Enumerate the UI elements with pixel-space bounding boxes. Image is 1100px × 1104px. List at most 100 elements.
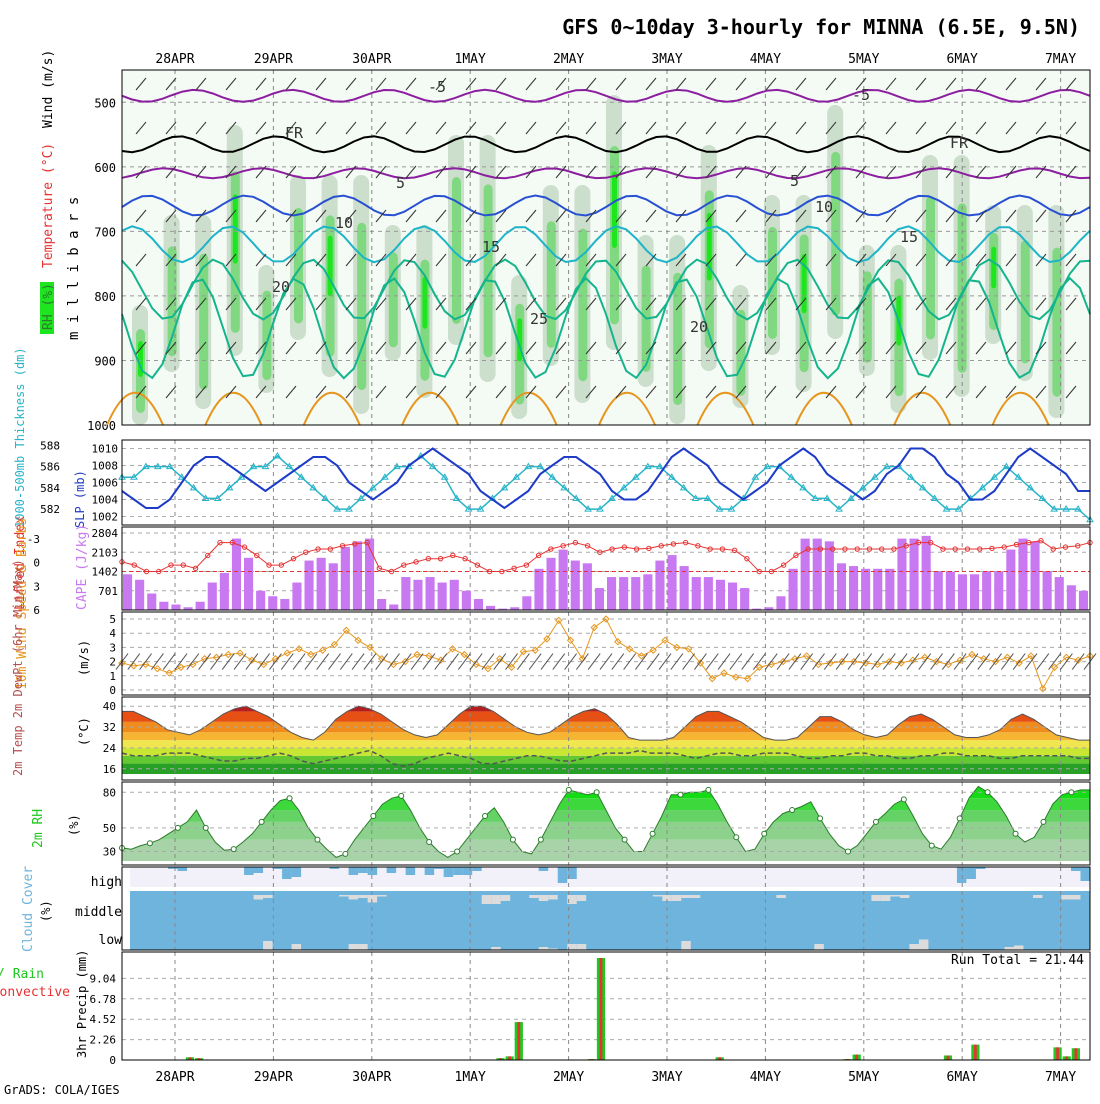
- wind-barb: [945, 209, 957, 223]
- wind-barb: [675, 385, 687, 399]
- wind-barb: [165, 341, 177, 355]
- temp-band: [122, 755, 1090, 764]
- middle-cloud-bar: [377, 895, 387, 897]
- lifted-index-point: [474, 562, 481, 568]
- low-cloud-bar: [681, 941, 691, 950]
- wind-barb: [292, 653, 306, 670]
- wind-barb: [465, 341, 477, 355]
- wind-barb: [135, 297, 147, 311]
- low-cloud-bar: [1013, 945, 1024, 950]
- wind-speed-point: [484, 664, 492, 673]
- wind-barb: [906, 653, 920, 670]
- cape-bar: [776, 596, 786, 610]
- thickness-point: [512, 473, 521, 480]
- slp-tick-label: 1006: [92, 477, 119, 490]
- thickness-point: [799, 483, 808, 491]
- lifted-index-point: [1026, 539, 1032, 546]
- wind-barb: [525, 253, 537, 267]
- panel-frame: [121, 526, 1091, 611]
- wind-speed-point: [1062, 653, 1071, 662]
- wind-barb: [405, 121, 417, 135]
- wind-barb: [915, 77, 927, 91]
- wind-speed-point: [566, 636, 575, 645]
- high-cloud-bar: [1080, 867, 1090, 881]
- wind-barb: [405, 385, 417, 399]
- wind-barb: [945, 165, 957, 179]
- precip-conv-bar: [855, 1054, 859, 1060]
- cape-bar: [340, 546, 350, 610]
- wind-barb: [285, 341, 297, 355]
- wind-barb: [225, 297, 237, 311]
- rh-plume-bright: [612, 171, 617, 248]
- wind-barb: [823, 653, 837, 670]
- wind-tick-label: 4: [109, 627, 116, 640]
- rh-point: [426, 839, 433, 846]
- lifted-index-point: [756, 568, 762, 575]
- thickness-point: [1026, 483, 1035, 491]
- wind-barb: [195, 253, 207, 267]
- high-cloud-bar: [472, 867, 482, 871]
- thickness-tick-label: 588: [40, 439, 60, 452]
- wind-barb: [855, 341, 867, 355]
- cape-bar: [897, 538, 907, 610]
- rh-plume-green: [357, 222, 367, 391]
- thickness-point: [715, 505, 724, 512]
- top-date-label: 4MAY: [750, 52, 781, 67]
- low-cloud-bar: [567, 944, 577, 950]
- wind-barb: [894, 653, 908, 670]
- rh-point: [1012, 830, 1019, 837]
- wind-barb: [525, 297, 537, 311]
- high-cloud-bar: [253, 867, 264, 873]
- lifted-index-point: [682, 539, 689, 546]
- wind-barb: [495, 297, 507, 311]
- lifted-index-point: [903, 543, 909, 549]
- wind-barb: [705, 297, 717, 311]
- lifted-index-point: [413, 559, 419, 565]
- wind-barb: [280, 653, 294, 670]
- wind-speed-point: [991, 657, 1000, 666]
- wind-barb: [195, 121, 207, 135]
- wind-barb: [221, 653, 235, 670]
- wind-barb: [495, 341, 507, 355]
- cape-bar: [123, 574, 133, 610]
- wind-barb: [225, 209, 237, 223]
- rh-outline: [121, 785, 1091, 866]
- wind-barb: [615, 385, 627, 399]
- precip-conv-bar: [1056, 1047, 1059, 1060]
- rh-point: [928, 842, 935, 849]
- wind-barb: [345, 253, 357, 267]
- lifted-index-point: [548, 546, 554, 552]
- thickness-point: [1050, 505, 1059, 512]
- wind-barb: [345, 121, 357, 135]
- wind-speed-point: [696, 659, 705, 667]
- wind-barb: [885, 253, 897, 267]
- middle-cloud-bar: [871, 895, 881, 901]
- thickness-point: [763, 462, 772, 470]
- wind-barb: [446, 653, 459, 670]
- lifted-index-point: [180, 562, 186, 568]
- wind-barb: [989, 653, 1002, 670]
- wind-barb: [315, 297, 327, 311]
- wind-barb: [345, 165, 357, 179]
- warm-dome: [893, 391, 952, 426]
- wind-barb: [1005, 253, 1017, 267]
- rh-band: [122, 821, 1090, 840]
- rh-point: [845, 848, 851, 855]
- pressure-tick-label: 700: [94, 225, 116, 239]
- wind-barb: [945, 253, 957, 267]
- wind-barb: [953, 653, 967, 670]
- wind-barb: [225, 253, 237, 267]
- millibars-label: m i l l i b a r s: [66, 197, 82, 340]
- wind-barb: [233, 653, 247, 670]
- wind-barb: [465, 253, 477, 267]
- lifted-index-point: [229, 539, 235, 546]
- cape-bar: [268, 596, 278, 610]
- wind-barb: [623, 653, 637, 670]
- wind-barb: [285, 209, 297, 223]
- bottom-date-label: 4MAY: [750, 1070, 781, 1085]
- high-cloud-bar: [462, 867, 473, 875]
- isotherm-label: 20: [690, 318, 708, 336]
- isotherm-label: -5: [428, 78, 446, 96]
- rh-legend-swatch: [40, 282, 54, 334]
